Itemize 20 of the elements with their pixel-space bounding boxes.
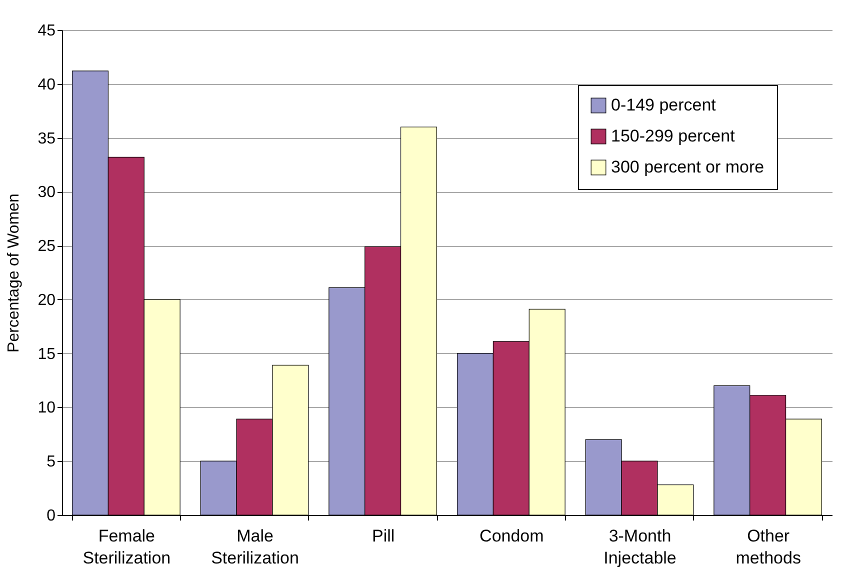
x-tick-label: Pill [372,526,395,546]
x-tick-label: Female Sterilization [82,526,171,568]
x-tick-label: Male Sterilization [211,526,299,568]
y-tick-label: 0 [46,508,56,524]
y-tick-label: 10 [38,400,56,417]
y-tick-label: 25 [38,238,56,256]
y-tick-label: 40 [38,76,56,94]
x-tick-label: 3-Month Injectable [604,526,676,568]
y-tick-label: 20 [38,292,56,309]
y-tick-label: 30 [38,184,56,202]
legend-label: 0-149 percent [611,96,716,114]
y-tick-label: 35 [38,130,56,148]
x-tick-label: Condom [480,526,544,546]
y-tick-label: 15 [38,346,56,363]
y-tick-label: 45 [38,22,56,40]
x-tick-label: Other methods [736,526,801,568]
y-axis-title: Percentage of Women [6,194,23,352]
legend-label: 300 percent or more [611,158,764,176]
y-tick-label: 5 [46,454,56,471]
legend-label: 150-299 percent [611,126,736,146]
